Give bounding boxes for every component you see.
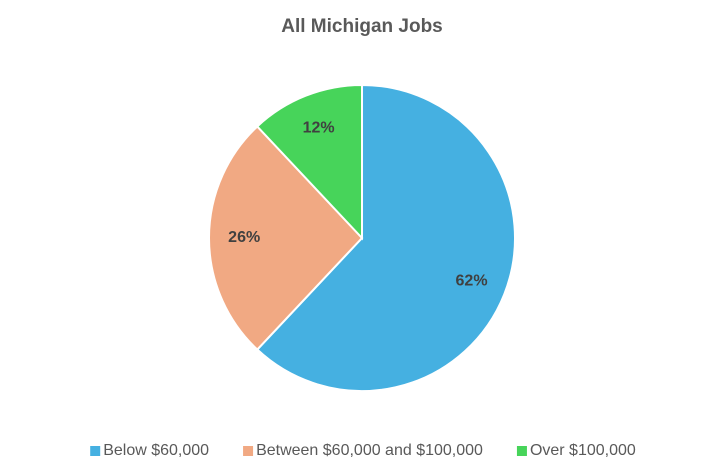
legend-label: Between $60,000 and $100,000	[256, 442, 483, 459]
pie-slice	[255, 83, 516, 392]
pie-slice	[255, 83, 363, 241]
data-label: 62%	[456, 273, 488, 290]
data-label: 12%	[303, 120, 335, 137]
legend-swatch	[90, 446, 101, 456]
legend-label: Over $100,000	[530, 442, 636, 459]
pie-slice	[208, 125, 364, 351]
legend-swatch	[516, 446, 527, 456]
chart-title: All Michigan Jobs	[281, 16, 443, 37]
data-label: 26%	[228, 229, 260, 246]
legend-swatch	[243, 446, 254, 456]
legend-label: Below $60,000	[103, 442, 209, 459]
